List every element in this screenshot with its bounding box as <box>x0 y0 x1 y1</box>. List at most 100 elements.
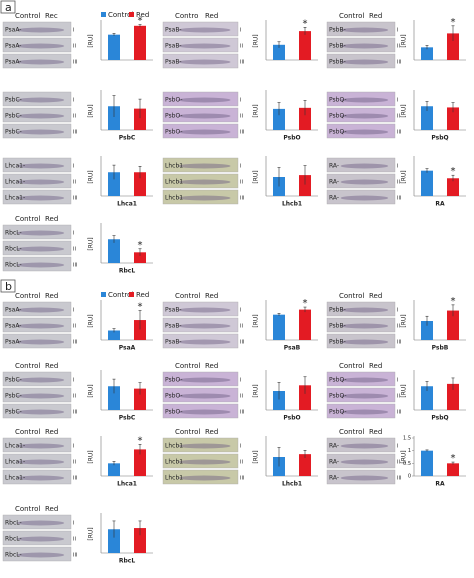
bar <box>108 106 120 130</box>
blot-lane: III <box>240 340 244 346</box>
blot-header: Control <box>175 292 200 300</box>
blot-strip <box>162 107 239 123</box>
blot-strip <box>326 107 396 123</box>
blot-row-label: RA- <box>329 195 339 202</box>
blot-lane: III <box>240 196 244 202</box>
blot-strip <box>162 333 239 349</box>
bar <box>447 178 459 196</box>
blot-band <box>16 246 65 252</box>
blot-row-label: RbcL- <box>5 262 22 269</box>
blot-header: Red <box>45 428 58 436</box>
blot-strip <box>326 453 396 469</box>
blot-header: Red <box>369 362 382 370</box>
blot-header: Control <box>339 12 364 20</box>
chart-title: PsbO <box>283 135 300 142</box>
blot-lane: III <box>240 130 244 136</box>
blot-band <box>340 113 389 119</box>
blot-band <box>16 323 65 329</box>
blot-lane: III <box>73 476 77 482</box>
chart-title: RbcL <box>119 268 135 275</box>
blot-strip <box>162 437 239 453</box>
blot-band <box>178 179 231 185</box>
blot-row-label: PsbB- <box>329 59 346 66</box>
blot-band <box>16 409 65 415</box>
panel-label: a <box>5 1 12 14</box>
blot-header: Red <box>205 362 218 370</box>
blot-header: Control <box>339 292 364 300</box>
blot-band <box>178 97 231 103</box>
y-tick-label: 1.5 <box>403 436 411 442</box>
blot-row-label: PsbO- <box>165 393 183 400</box>
blot-strip <box>2 123 72 139</box>
blot-band <box>178 377 231 383</box>
bar <box>273 314 285 340</box>
blot-lane: III <box>73 130 77 136</box>
blot-band <box>178 323 231 329</box>
blot-lane: I <box>397 164 398 170</box>
blot-header: Rec <box>45 12 58 20</box>
bar <box>134 320 146 340</box>
blot-lane: II <box>397 114 400 120</box>
blot-header: Control <box>175 362 200 370</box>
blot-row-label: PsbQ- <box>329 113 347 120</box>
blot-lane: I <box>73 521 74 527</box>
blot-row-label: PsbO- <box>165 409 183 416</box>
blot-strip <box>2 514 72 530</box>
y-axis-label: [RU] <box>88 237 95 250</box>
blot-lane: II <box>73 44 76 50</box>
blot-strip <box>162 387 239 403</box>
bar <box>108 330 120 340</box>
y-axis-label: [RU] <box>88 170 95 183</box>
y-axis-label: [RU] <box>401 34 408 47</box>
blot-header: Control <box>339 362 364 370</box>
blot-strip <box>326 333 396 349</box>
significance: * <box>451 17 456 28</box>
legend-swatch <box>129 292 134 297</box>
bar <box>134 108 146 130</box>
blot-lane: I <box>240 378 241 384</box>
blot-row-label: PsbB- <box>329 339 346 346</box>
blot-lane: II <box>73 460 76 466</box>
bar <box>108 239 120 263</box>
blot-strip <box>2 37 72 53</box>
blot-lane: I <box>240 444 241 450</box>
blot-row-label: Lhcb1 <box>165 163 183 170</box>
blot-lane: I <box>397 378 398 384</box>
blot-band <box>340 43 389 49</box>
bar <box>421 170 433 196</box>
panel-label: b <box>5 280 12 293</box>
blot-lane: I <box>73 444 74 450</box>
blot-lane: I <box>240 164 241 170</box>
bar <box>299 309 311 340</box>
blot-band <box>178 43 231 49</box>
chart-title: RA <box>435 481 445 488</box>
blot-band <box>340 339 389 345</box>
blot-band <box>178 27 231 33</box>
legend-label: Red <box>136 291 149 299</box>
blot-strip <box>326 403 396 419</box>
blot-band <box>340 163 389 169</box>
blot-band <box>16 97 65 103</box>
blot-strip <box>326 371 396 387</box>
blot-row-label: PsbC- <box>5 113 22 120</box>
blot-lane: II <box>240 394 243 400</box>
blot-band <box>16 552 65 558</box>
blot-row-label: PsbB- <box>329 307 346 314</box>
blot-row-label: PsbO- <box>165 113 183 120</box>
blot-lane: II <box>73 537 76 543</box>
blot-row-label: PsbQ- <box>329 129 347 136</box>
bar <box>299 175 311 196</box>
legend-swatch <box>129 12 134 17</box>
bar <box>447 383 459 410</box>
chart-title: PsaA <box>119 345 136 352</box>
blot-header: Control <box>15 505 40 513</box>
blot-row-label: PsbB- <box>329 323 346 330</box>
blot-strip <box>162 157 239 173</box>
blot-band <box>340 179 389 185</box>
blot-row-label: PsaA- <box>5 59 21 66</box>
significance: * <box>138 435 143 446</box>
blot-header: Control <box>15 292 40 300</box>
blot-header: Red <box>205 12 218 20</box>
blot-row-label: Lhcb1 <box>165 475 183 482</box>
blot-row-label: Lhcb1 <box>165 459 183 466</box>
